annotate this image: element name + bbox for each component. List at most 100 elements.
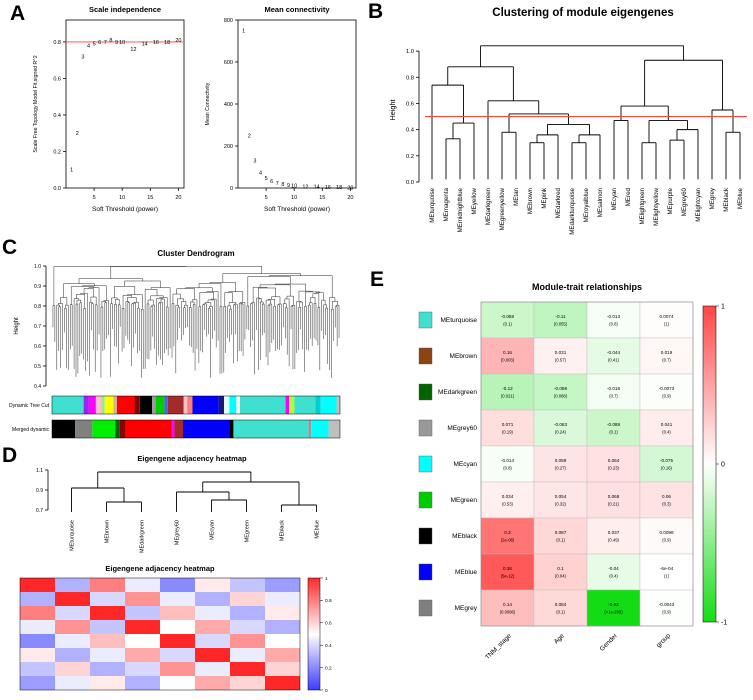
module-colour-segment — [164, 396, 168, 414]
cell-correlation: -0.92 — [608, 602, 619, 607]
module-trait-cell — [533, 301, 588, 339]
y-axis-label: Height — [14, 317, 20, 335]
data-point-label: 16 — [153, 40, 159, 46]
cell-correlation: -0.018 — [607, 386, 620, 391]
heatmap-cell — [55, 648, 90, 662]
chart-title: Scale independence — [89, 5, 161, 14]
cell-pvalue: (0.7) — [609, 394, 618, 399]
heatmap-cell — [55, 662, 90, 676]
heatmap-cell — [20, 648, 55, 662]
heatmap-cell — [55, 620, 90, 634]
y-tick-label: 0.6 — [53, 76, 61, 82]
cell-pvalue: (0.9) — [662, 394, 671, 399]
heatmap-cell — [265, 634, 300, 648]
column-label: TNM_stage — [484, 632, 513, 661]
module-trait-cell — [533, 589, 588, 627]
cell-pvalue: (0.9) — [662, 610, 671, 615]
module-trait-cell — [533, 409, 588, 447]
scale-tick-label: 0.8 — [325, 598, 332, 604]
heatmap-cell — [55, 606, 90, 620]
heatmap-cell — [230, 592, 265, 606]
module-trait-cell — [639, 553, 694, 591]
y-tick-label: 0.4 — [34, 384, 41, 390]
cell-pvalue: (0.0086) — [500, 610, 516, 615]
module-trait-cell — [586, 373, 641, 411]
heatmap-cell — [160, 620, 195, 634]
leaf-label: MEred — [625, 187, 632, 206]
y-tick-label: 1.1 — [36, 468, 43, 474]
data-point-label: 10 — [119, 40, 125, 46]
cell-pvalue: (0.16) — [661, 466, 673, 471]
cell-correlation: -0.11 — [555, 314, 566, 319]
heatmap-cell — [55, 676, 90, 690]
data-point-label: 6 — [270, 179, 273, 185]
cell-correlation: 0.087 — [555, 530, 567, 535]
data-point-label: 14 — [314, 185, 320, 191]
data-point-label: 18 — [164, 40, 170, 46]
leaf-label: MEmagenta — [443, 187, 450, 221]
data-point-label: 7 — [104, 40, 107, 46]
y-tick-label: 0.9 — [36, 488, 43, 494]
y-tick-label: 600 — [224, 60, 233, 66]
leaf-label: MEtan — [513, 187, 520, 205]
module-colour-segment — [152, 396, 156, 414]
module-trait-cell — [639, 409, 694, 447]
cell-pvalue: (0.4) — [662, 430, 671, 435]
heatmap-cell — [195, 676, 230, 690]
cell-pvalue: (0.41) — [608, 358, 620, 363]
leaf-label: MElightyellow — [653, 187, 660, 225]
x-tick-label: 20 — [347, 195, 353, 201]
data-point-label: 12 — [130, 47, 136, 53]
cluster-dendrogram-svg: Cluster Dendrogram 0.4 0.5 0.6 0.7 0.8 0.9 1.0 H… — [9, 249, 341, 439]
module-colour-swatch — [418, 311, 433, 329]
column-label: group — [655, 632, 672, 649]
cell-correlation: 0.031 — [555, 350, 567, 355]
heatmap-cell — [55, 578, 90, 592]
y-tick-label: 200 — [224, 144, 233, 150]
leaf-label: MEcyan — [611, 187, 618, 210]
module-colour-segment — [233, 420, 309, 438]
module-trait-cell — [480, 481, 535, 519]
cell-correlation: -0.0073 — [659, 386, 675, 391]
leaf-label: MEblue — [315, 520, 321, 539]
module-colour-segment — [155, 396, 165, 414]
module-colour-segment — [52, 396, 84, 414]
leaf-label: MEbrown — [105, 520, 111, 543]
heatmap-cell — [160, 634, 195, 648]
module-trait-cell — [480, 589, 535, 627]
module-colour-segment — [229, 396, 237, 414]
cell-correlation: 0.054 — [555, 494, 567, 499]
module-colour-segment — [187, 396, 193, 414]
heatmap-cell — [195, 634, 230, 648]
y-tick-label: 800 — [224, 18, 233, 24]
cell-pvalue: (0.068) — [554, 394, 568, 399]
cell-correlation: 0.064 — [608, 458, 620, 463]
module-trait-cell — [586, 553, 641, 591]
cell-pvalue: (0.8) — [609, 322, 618, 327]
heatmap-cell — [230, 662, 265, 676]
heatmap-cell — [125, 662, 160, 676]
row-label: MEdarkgreen — [438, 389, 477, 396]
colour-bar-label: Dynamic Tree Cut — [9, 403, 50, 409]
data-point-label: 2 — [248, 134, 251, 140]
module-trait-cell — [480, 445, 535, 483]
module-trait-cell — [586, 337, 641, 375]
heatmap-cell — [125, 606, 160, 620]
heatmap-cell — [90, 662, 125, 676]
y-tick-label: 0.0 — [53, 186, 61, 192]
cell-correlation: -0.088 — [607, 422, 620, 427]
module-colour-swatch — [418, 491, 433, 509]
module-colour-segment — [229, 420, 234, 438]
colour-scale — [702, 305, 717, 623]
y-axis-label: Scale Free Topology Model Fit,signed R^2 — [33, 55, 39, 152]
heatmap-cell — [125, 620, 160, 634]
heatmap-cell — [265, 606, 300, 620]
column-label: Age — [553, 632, 566, 645]
module-colour-segment — [113, 396, 117, 414]
module-colour-segment — [101, 396, 105, 414]
cell-pvalue: (0.4) — [609, 574, 618, 579]
data-point-label: 5 — [265, 176, 268, 182]
data-point-label: 1 — [242, 29, 245, 35]
data-point-label: 6 — [98, 40, 101, 46]
module-colour-segment — [95, 396, 102, 414]
